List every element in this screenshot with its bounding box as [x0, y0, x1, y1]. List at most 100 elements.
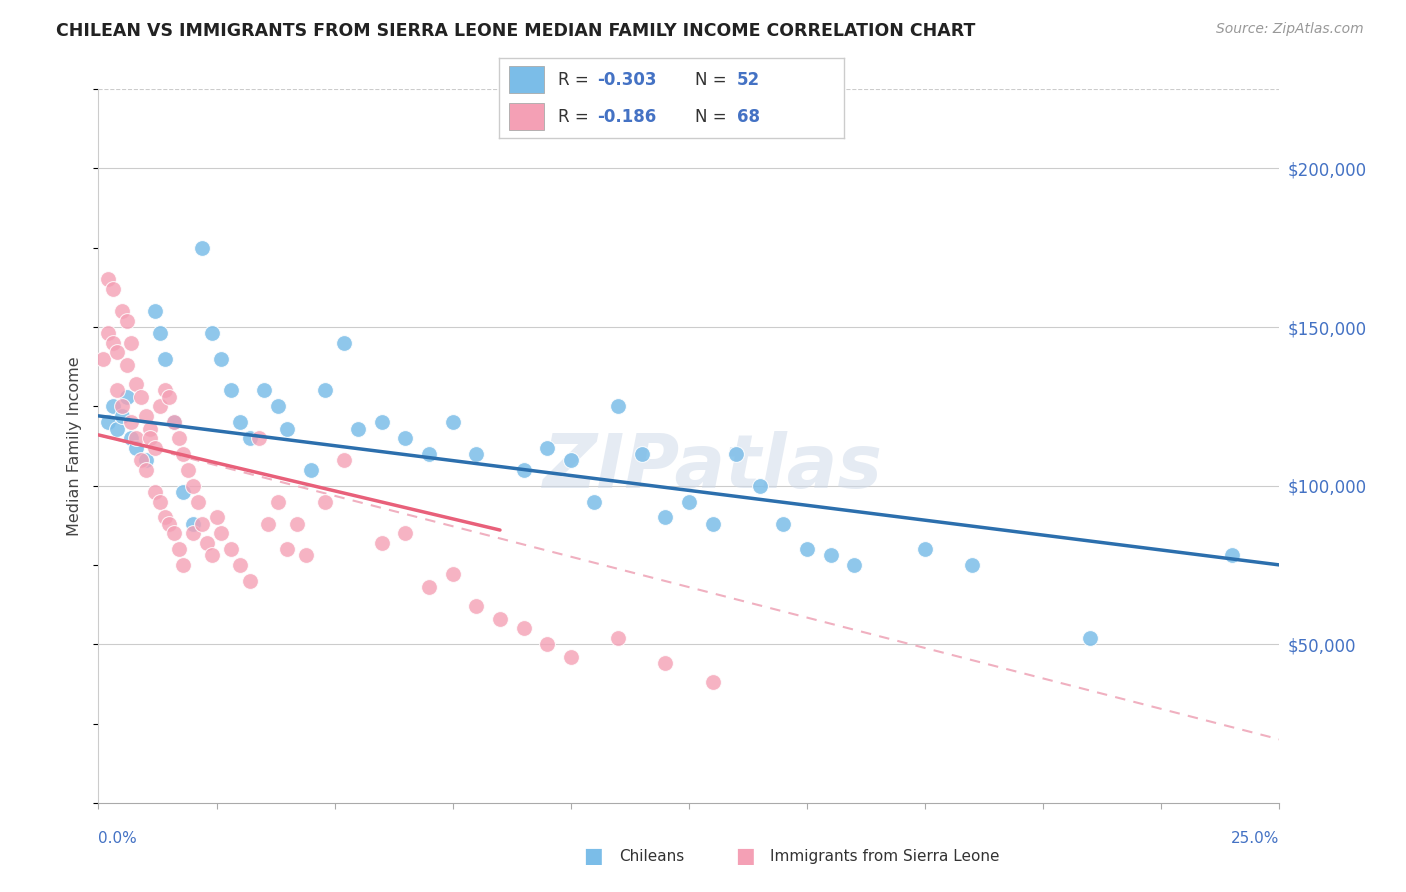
Point	[177, 463, 200, 477]
Point	[333, 335, 356, 350]
Text: -0.303: -0.303	[598, 70, 657, 88]
Point	[371, 535, 394, 549]
Point	[172, 447, 194, 461]
Point	[97, 326, 120, 341]
Point	[121, 415, 143, 429]
Point	[253, 384, 276, 398]
Point	[101, 282, 124, 296]
Bar	[509, 103, 544, 130]
Point	[239, 431, 262, 445]
Point	[654, 510, 676, 524]
Point	[654, 657, 676, 671]
Point	[125, 441, 148, 455]
Point	[181, 526, 204, 541]
Point	[820, 549, 842, 563]
Point	[229, 415, 252, 429]
Point	[748, 478, 770, 492]
Point	[195, 535, 218, 549]
Point	[129, 390, 152, 404]
Point	[105, 384, 128, 398]
Point	[239, 574, 262, 588]
Point	[139, 431, 162, 445]
Point	[191, 516, 214, 531]
Point	[267, 400, 290, 414]
Point	[167, 431, 190, 445]
Point	[725, 447, 748, 461]
Text: 25.0%: 25.0%	[1232, 831, 1279, 846]
Text: ■: ■	[735, 847, 755, 866]
Point	[153, 510, 176, 524]
Point	[276, 542, 298, 557]
Point	[229, 558, 252, 572]
Text: R =: R =	[558, 108, 593, 126]
Point	[630, 447, 652, 461]
Point	[111, 400, 134, 414]
Text: N =: N =	[696, 70, 733, 88]
Point	[702, 516, 724, 531]
Point	[115, 358, 138, 372]
Text: R =: R =	[558, 70, 593, 88]
Point	[1220, 549, 1243, 563]
Point	[299, 463, 322, 477]
Point	[97, 272, 120, 286]
Point	[167, 542, 190, 557]
Point	[149, 400, 172, 414]
Point	[209, 526, 232, 541]
Point	[191, 241, 214, 255]
Point	[201, 549, 224, 563]
Text: CHILEAN VS IMMIGRANTS FROM SIERRA LEONE MEDIAN FAMILY INCOME CORRELATION CHART: CHILEAN VS IMMIGRANTS FROM SIERRA LEONE …	[56, 22, 976, 40]
Point	[418, 580, 440, 594]
Point	[172, 558, 194, 572]
Point	[163, 415, 186, 429]
Point	[149, 326, 172, 341]
Text: 52: 52	[737, 70, 759, 88]
Point	[962, 558, 984, 572]
Point	[91, 351, 114, 366]
Point	[181, 478, 204, 492]
Point	[512, 621, 534, 635]
Text: 0.0%: 0.0%	[98, 831, 138, 846]
Point	[678, 494, 700, 508]
Point	[394, 431, 416, 445]
Point	[125, 377, 148, 392]
Text: ZIPatlas: ZIPatlas	[543, 431, 883, 504]
Point	[371, 415, 394, 429]
Point	[583, 494, 606, 508]
Point	[276, 421, 298, 435]
Point	[115, 390, 138, 404]
Text: Immigrants from Sierra Leone: Immigrants from Sierra Leone	[770, 849, 1000, 863]
Point	[205, 510, 228, 524]
Point	[512, 463, 534, 477]
Point	[135, 409, 157, 423]
Text: -0.186: -0.186	[598, 108, 657, 126]
Text: ■: ■	[583, 847, 603, 866]
Point	[295, 549, 318, 563]
Point	[135, 463, 157, 477]
Point	[441, 415, 464, 429]
Point	[121, 431, 143, 445]
Point	[1080, 631, 1102, 645]
Point	[121, 335, 143, 350]
Point	[201, 326, 224, 341]
Point	[163, 526, 186, 541]
Point	[560, 649, 582, 664]
Point	[115, 314, 138, 328]
Point	[172, 485, 194, 500]
Point	[111, 409, 134, 423]
Point	[143, 304, 166, 318]
Point	[607, 400, 630, 414]
Point	[257, 516, 280, 531]
Point	[796, 542, 818, 557]
Text: 68: 68	[737, 108, 759, 126]
Point	[267, 494, 290, 508]
Point	[914, 542, 936, 557]
Point	[149, 494, 172, 508]
Point	[536, 441, 558, 455]
Point	[209, 351, 232, 366]
Point	[441, 567, 464, 582]
Y-axis label: Median Family Income: Median Family Income	[67, 356, 83, 536]
Point	[143, 441, 166, 455]
Point	[139, 421, 162, 435]
Point	[125, 431, 148, 445]
Point	[394, 526, 416, 541]
